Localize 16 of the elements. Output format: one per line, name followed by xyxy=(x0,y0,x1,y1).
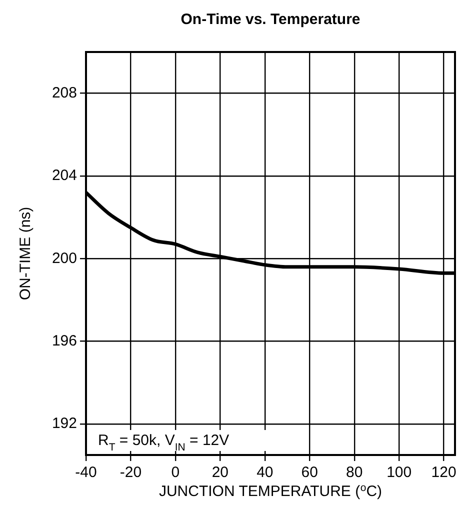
y-tick-label: 200 xyxy=(52,250,77,267)
x-tick-label: 80 xyxy=(346,464,363,482)
x-tick-label: -40 xyxy=(75,464,97,482)
chart-title: On-Time vs. Temperature xyxy=(180,11,360,28)
y-tick-label: 208 xyxy=(52,84,77,102)
x-tick-label: 40 xyxy=(256,464,274,482)
x-tick-label: 20 xyxy=(212,464,229,482)
x-tick-label: 120 xyxy=(431,464,456,482)
y-axis-title: ON-TIME (ns) xyxy=(17,206,34,300)
x-tick-label: 100 xyxy=(386,464,412,482)
x-tick-label: 0 xyxy=(171,464,180,482)
x-tick-label: 60 xyxy=(301,464,318,482)
y-tick-label: 192 xyxy=(52,415,77,432)
y-tick-label: 204 xyxy=(52,167,77,184)
x-tick-label: -20 xyxy=(120,464,142,482)
y-tick-label: 196 xyxy=(52,332,77,350)
